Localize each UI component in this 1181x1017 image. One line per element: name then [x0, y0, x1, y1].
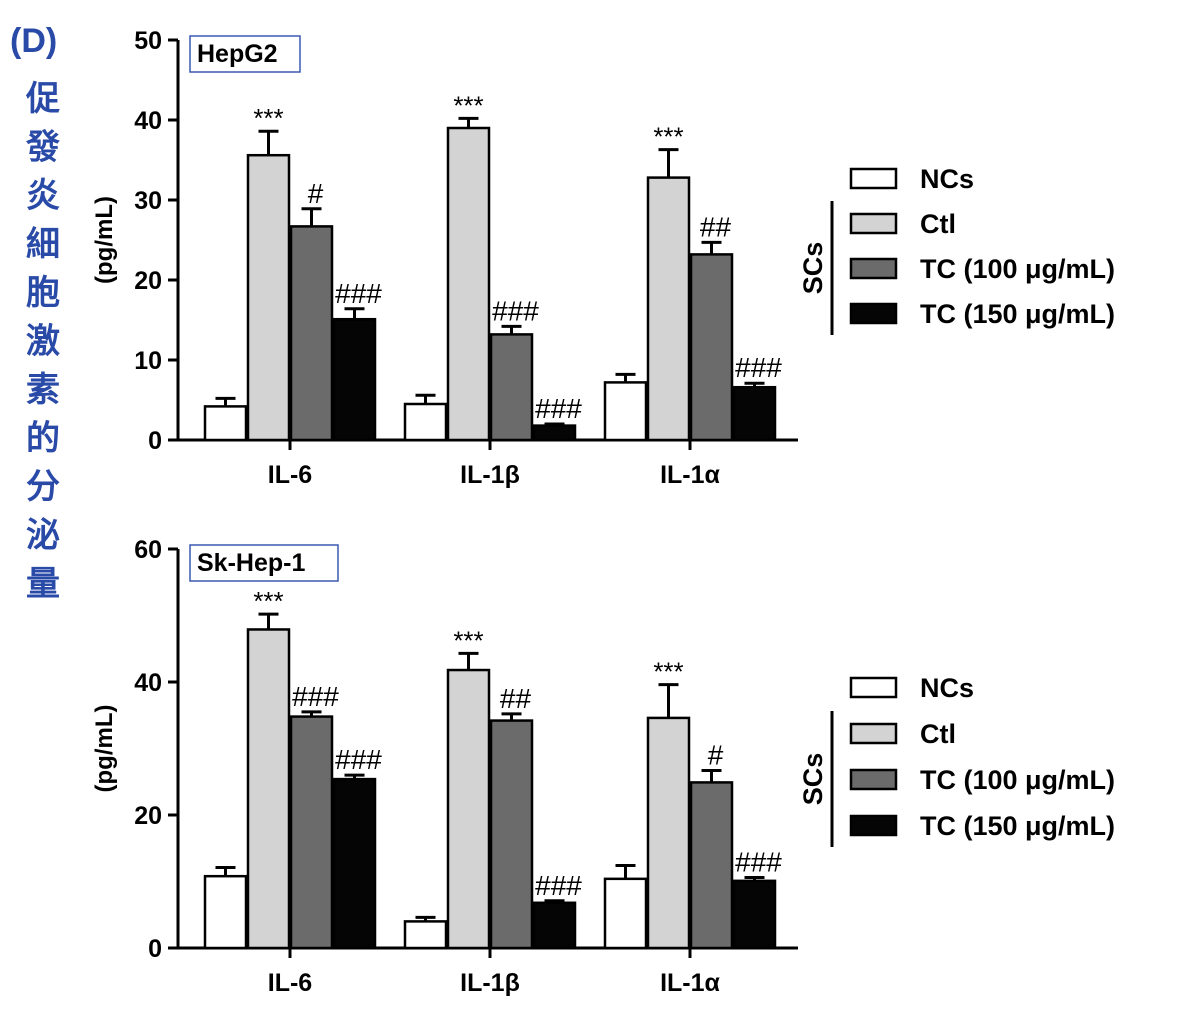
legend-label: Ctl	[920, 209, 956, 239]
legend-swatch	[849, 722, 898, 745]
bar	[489, 333, 534, 442]
significance-label: ***	[253, 103, 283, 133]
legend-swatch	[849, 676, 898, 699]
bar	[532, 901, 577, 950]
bar	[246, 628, 291, 950]
bar	[646, 716, 691, 950]
bar	[403, 402, 448, 442]
x-tick-label: IL-1α	[660, 461, 720, 489]
legend-group-label: SCs	[798, 242, 828, 295]
chart-hepg2: 01020304050(pg/mL)HepG2***####IL-6***###…	[91, 27, 1115, 489]
bar	[446, 668, 491, 950]
significance-label: ###	[335, 278, 382, 309]
x-tick-label: IL-1α	[660, 969, 720, 997]
y-tick-label: 60	[134, 536, 162, 564]
chart-title: HepG2	[197, 40, 278, 68]
side-title: 促發炎細胞激素的分泌量	[25, 79, 60, 604]
bar	[203, 405, 248, 442]
chart-title-box	[189, 544, 339, 582]
y-axis-label: (pg/mL)	[91, 196, 118, 284]
bar	[732, 879, 777, 950]
bar	[646, 176, 691, 442]
legend: NCs Ctl TC (100 μg/mL) TC (150 μg/mL) SCs	[798, 673, 1115, 847]
panel-label: (D)	[10, 22, 57, 60]
legend-swatch	[849, 212, 898, 235]
y-axis-label: (pg/mL)	[91, 705, 118, 793]
legend-label: TC (150 μg/mL)	[920, 811, 1115, 841]
significance-label: ###	[492, 295, 539, 326]
legend-label: NCs	[920, 673, 974, 703]
x-tick-label: IL-1β	[460, 461, 520, 489]
significance-label: #	[708, 739, 724, 770]
significance-label: #	[308, 178, 324, 209]
bar	[732, 385, 777, 442]
bar	[689, 781, 734, 950]
side-title-text: 促發炎細胞激素的分泌量	[25, 79, 60, 604]
significance-label: ###	[735, 847, 782, 878]
y-tick-label: 20	[134, 802, 162, 830]
y-tick-label: 40	[134, 107, 162, 135]
significance-label: ***	[453, 90, 483, 120]
chart-title-box	[189, 35, 301, 73]
significance-label: ###	[535, 870, 582, 901]
bar	[289, 715, 334, 950]
y-tick-label: 0	[148, 935, 162, 963]
bar	[603, 381, 648, 442]
legend-swatch	[849, 167, 898, 190]
bar	[332, 777, 377, 950]
bar	[332, 317, 377, 442]
y-tick-label: 40	[134, 669, 162, 697]
chart-skhep1: 0204060(pg/mL)Sk-Hep-1***######IL-6***##…	[91, 536, 1115, 997]
bar	[403, 920, 448, 950]
y-tick-label: 50	[134, 27, 162, 55]
legend-label: TC (100 μg/mL)	[920, 765, 1115, 795]
legend-swatch	[849, 257, 898, 280]
significance-label: ###	[535, 393, 582, 424]
legend-swatch	[849, 302, 898, 325]
charts-container: 01020304050(pg/mL)HepG2***####IL-6***###…	[91, 27, 1115, 997]
bar	[489, 719, 534, 950]
significance-label: ###	[335, 744, 382, 775]
x-tick-label: IL-6	[268, 461, 312, 489]
legend-group-label: SCs	[798, 753, 828, 806]
legend-label: TC (150 μg/mL)	[920, 299, 1115, 329]
legend-swatch	[849, 768, 898, 791]
legend-swatch	[849, 814, 898, 837]
legend-label: TC (100 μg/mL)	[920, 254, 1115, 284]
y-tick-label: 30	[134, 187, 162, 215]
significance-label: ###	[292, 681, 339, 712]
significance-label: ##	[500, 683, 532, 714]
y-tick-label: 10	[134, 347, 162, 375]
chart-title: Sk-Hep-1	[197, 549, 305, 577]
legend-label: Ctl	[920, 719, 956, 749]
bar	[246, 153, 291, 442]
y-tick-label: 0	[148, 427, 162, 455]
bar	[689, 253, 734, 442]
bar	[289, 225, 334, 442]
bar	[532, 424, 577, 442]
legend-label: NCs	[920, 164, 974, 194]
significance-label: ***	[653, 122, 683, 152]
bar	[603, 877, 648, 950]
y-tick-label: 20	[134, 267, 162, 295]
significance-label: ***	[253, 586, 283, 616]
significance-label: ##	[700, 211, 732, 242]
significance-label: ***	[653, 657, 683, 687]
bar	[203, 874, 248, 950]
significance-label: ###	[735, 352, 782, 383]
x-tick-label: IL-1β	[460, 969, 520, 997]
bar	[446, 126, 491, 442]
legend: NCs Ctl TC (100 μg/mL) TC (150 μg/mL) SCs	[798, 164, 1115, 335]
significance-label: ***	[453, 625, 483, 655]
x-tick-label: IL-6	[268, 969, 312, 997]
